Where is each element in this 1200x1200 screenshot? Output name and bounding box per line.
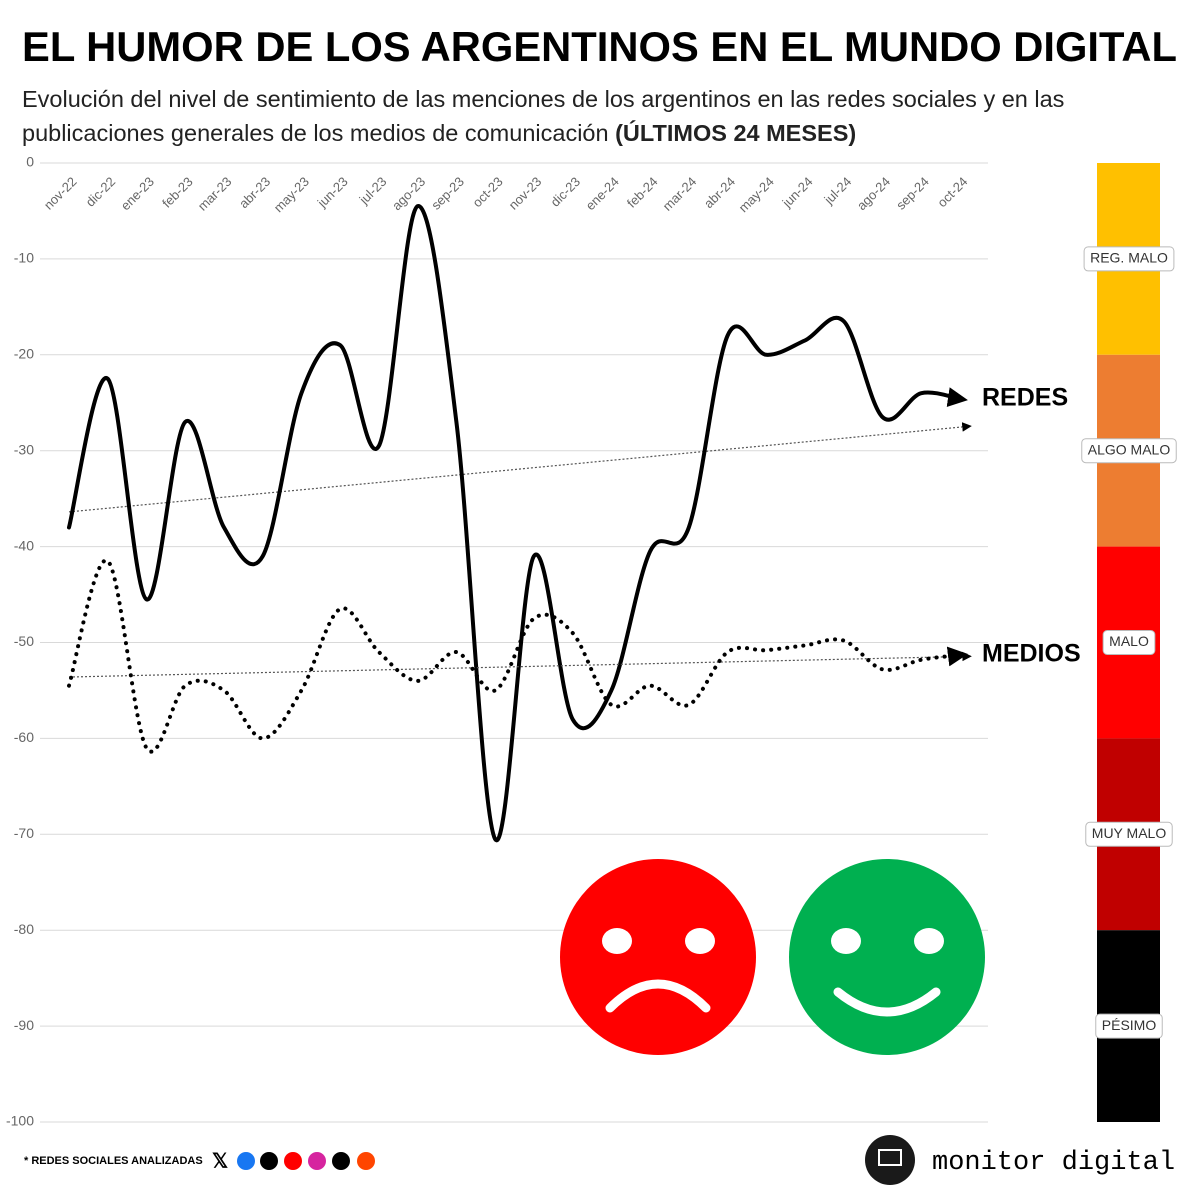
- y-tick-label: -60: [14, 729, 34, 745]
- x-tick-label: ago-24: [854, 174, 893, 213]
- series-label: MEDIOS: [982, 640, 1081, 668]
- band-label-text: MALO: [1109, 633, 1149, 649]
- x-tick-label: feb-24: [624, 174, 661, 211]
- band-label-box: [1083, 246, 1175, 272]
- x-tick-label: mar-24: [660, 174, 700, 214]
- series-line: [67, 204, 968, 843]
- x-tick-label: jun-23: [314, 174, 351, 211]
- footnote: * REDES SOCIALES ANALIZADAS: [24, 1155, 203, 1167]
- svg-text:𝕏: 𝕏: [212, 1150, 228, 1172]
- y-tick-label: -100: [6, 1113, 34, 1129]
- series-label: REDES: [982, 384, 1068, 412]
- subtitle: Evolución del nivel de sentimiento de la…: [22, 82, 1192, 150]
- happy-face: [789, 859, 985, 1055]
- x-tick-label: mar-23: [195, 174, 235, 214]
- x-tick-label: ene-24: [583, 174, 622, 213]
- band-label-text: PÉSIMO: [1102, 1017, 1157, 1033]
- x-tick-label: may-24: [736, 174, 777, 215]
- band-label-box: [1085, 821, 1173, 847]
- x-tick-label: ene-23: [118, 174, 157, 213]
- band-label-text: ALGO MALO: [1088, 441, 1171, 457]
- y-tick-label: 0: [26, 154, 34, 170]
- x-tick-label: feb-23: [159, 174, 196, 211]
- y-tick-label: -40: [14, 537, 34, 553]
- band-label-box: [1081, 438, 1177, 464]
- subtitle-box: Evolución del nivel de sentimiento de la…: [22, 82, 1192, 150]
- y-tick-label: -50: [14, 633, 34, 649]
- x-tick-label: jun-24: [779, 174, 816, 211]
- sad-face: [560, 859, 756, 1055]
- band-label: PÉSIMO: [1095, 1013, 1163, 1039]
- social-icons: 𝕏: [212, 1150, 375, 1172]
- band-label: MALO: [1102, 630, 1156, 655]
- brand-logo: [865, 1135, 915, 1185]
- y-tick-label: -90: [14, 1017, 34, 1033]
- subtitle-text: Evolución del nivel de sentimiento de la…: [22, 86, 1065, 146]
- band-label: MUY MALO: [1085, 821, 1173, 847]
- x-tick-label: nov-23: [506, 174, 545, 213]
- band-label-text: REG. MALO: [1090, 250, 1168, 266]
- series-line: [67, 558, 968, 754]
- band-label-box: [1102, 630, 1156, 655]
- x-tick-label: sep-24: [893, 174, 932, 213]
- x-tick-label: abr-23: [236, 174, 273, 211]
- y-tick-label: -30: [14, 441, 34, 457]
- band-label: ALGO MALO: [1081, 438, 1177, 464]
- x-tick-label: oct-23: [470, 174, 506, 210]
- trend-line: [68, 422, 972, 513]
- x-tick-label: nov-22: [41, 174, 80, 213]
- x-tick-label: abr-24: [701, 174, 738, 211]
- y-tick-label: -10: [14, 250, 34, 266]
- subtitle-bold: (ÚLTIMOS 24 MESES): [615, 120, 857, 146]
- x-tick-label: jul-23: [356, 174, 390, 208]
- y-tick-label: -80: [14, 921, 34, 937]
- x-tick-label: jul-24: [821, 174, 855, 208]
- chart-title: EL HUMOR DE LOS ARGENTINOS EN EL MUNDO D…: [22, 23, 1177, 70]
- x-tick-label: sep-23: [428, 174, 467, 213]
- x-tick-label: oct-24: [934, 174, 970, 210]
- band-label-text: MUY MALO: [1092, 825, 1167, 841]
- trend-line: [68, 651, 972, 678]
- y-tick-label: -70: [14, 825, 34, 841]
- x-tick-label: may-23: [271, 174, 312, 215]
- x-tick-label: dic-23: [548, 174, 584, 210]
- brand: monitor digital: [932, 1148, 1175, 1178]
- band-label: REG. MALO: [1083, 246, 1175, 272]
- y-tick-label: -20: [14, 346, 34, 362]
- x-tick-label: dic-22: [83, 174, 119, 210]
- band-label-box: [1095, 1013, 1163, 1039]
- plot: REDES MEDIOS: [67, 204, 1081, 843]
